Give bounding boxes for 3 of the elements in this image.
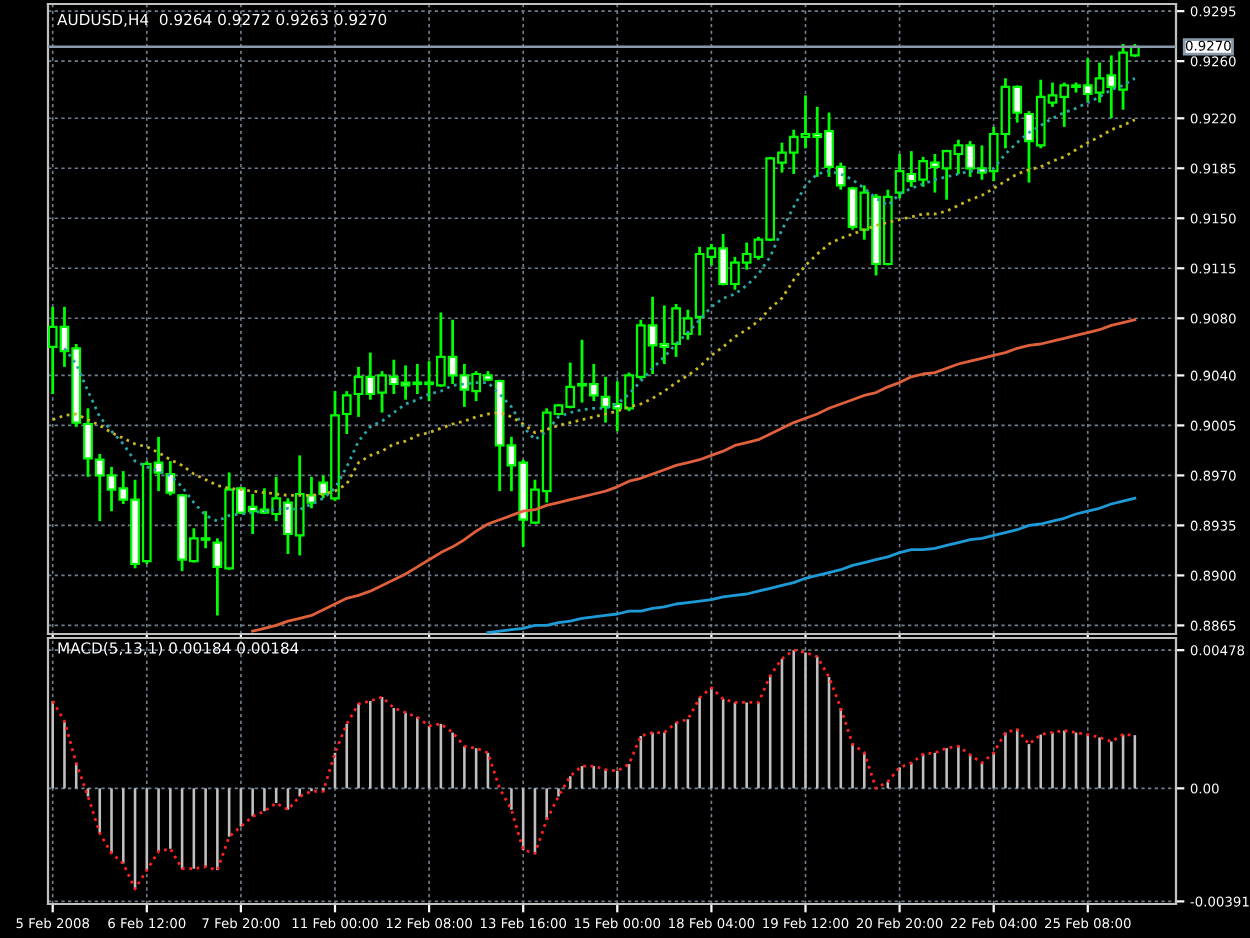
line-series	[486, 496, 1137, 634]
line-series	[251, 318, 1137, 633]
candlestick	[165, 459, 176, 497]
